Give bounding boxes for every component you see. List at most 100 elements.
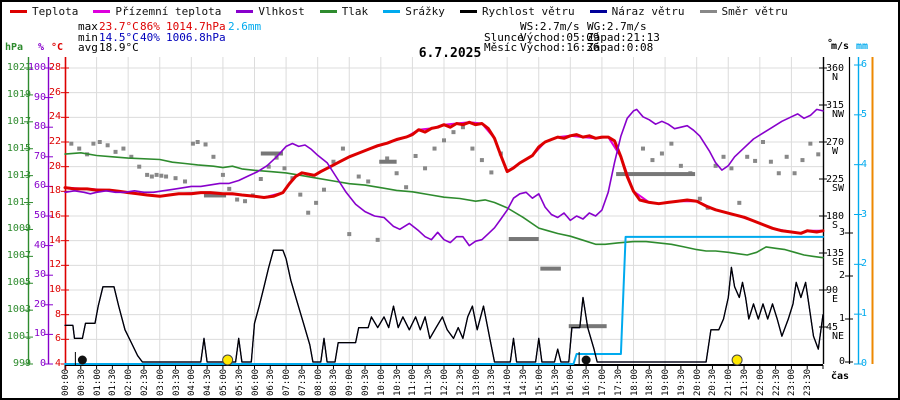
wind-direction-point [183,179,188,184]
wind-direction-point [211,154,216,159]
wind-direction-point [375,237,380,242]
wind-gust-max: WG:2.7m/s [587,20,647,33]
precip-tick-label: 4 [861,158,868,170]
wind-direction-point [121,146,126,151]
precip-tick-label: 1 [861,308,868,320]
time-label: 19:30 [676,368,687,396]
wind-direction-point [404,185,409,190]
legend-item: Směr větru [699,5,788,18]
wind-direction-point [164,174,169,179]
humidity-tick-label: 70 [33,150,46,162]
moon-marker [581,355,591,365]
time-label: 07:30 [297,368,308,396]
wind-direction-point [149,174,154,179]
pressure-tick-label: 1009 [6,223,31,235]
legend-swatch-icon [10,10,27,13]
wind-direction-point [792,171,797,176]
precip-tick-label: 0 [861,358,868,369]
windspeed-axis-title: m/s [831,41,850,52]
time-label: 08:30 [329,368,340,396]
wind-direction-point [347,232,352,237]
time-label: 08:00 [313,368,324,396]
legend-swatch-icon [589,10,607,13]
wind-direction-point [243,199,248,204]
wind-direction-point [306,210,311,215]
legend-swatch-icon [236,10,254,13]
precip-tick-label: 3 [861,208,868,220]
stats-row-label: min [78,30,98,44]
time-label: 00:00 [61,368,71,396]
time-label: 04:30 [203,368,214,396]
legend-item: Teplota [10,5,78,18]
humidity-tick-label: 10 [33,328,46,340]
time-label: 20:00 [692,368,703,396]
stats-value: 23.7°C [99,20,139,33]
sun-row: SlunceVýchod:05:09Západ:21:13 [484,32,660,44]
direction-tick-label: 180 S [826,211,845,231]
wind-direction-point [776,171,781,176]
precip-tick-label: 2 [861,258,868,270]
wind-direction-point [77,146,82,151]
time-label: 16:30 [582,368,593,396]
legend-item: Tlak [319,5,368,18]
windspeed-tick-label: 1 [838,313,845,324]
legend-item: Přízemní teplota [93,5,221,18]
series-ms [64,249,824,363]
time-label: 05:00 [218,368,229,396]
wind-direction-point [729,166,734,171]
wind-direction-point [470,146,475,151]
time-label: 09:30 [361,368,372,396]
wind-direction-point [366,179,371,184]
temperature-tick-label: 16 [48,210,61,221]
wind-direction-point [669,141,674,146]
wind-direction-point [489,170,494,175]
wind-direction-point [97,140,102,144]
wind-direction-point [650,158,655,163]
time-label: 20:30 [708,368,719,396]
wind-direction-point [91,141,96,146]
direction-tick-label: 135 SE [826,248,845,268]
temperature-tick-label: 12 [48,259,61,271]
wind-direction-point [659,151,664,156]
wind-direction-point [385,156,390,161]
temperature-tick-label: 18 [48,185,61,197]
direction-axis-title: ° [827,38,834,49]
legend-swatch-icon [383,10,401,13]
stats-value: 18.9°C [99,41,139,54]
time-label: 13:30 [487,368,498,396]
time-label: 13:00 [471,368,482,396]
legend-label: Směr větru [721,5,788,18]
time-label: 03:00 [155,368,166,396]
time-label: 19:00 [661,368,672,396]
direction-tick-label: 45 NE [826,322,845,342]
wind-direction-point [753,158,758,163]
wind-direction-run [508,237,539,242]
time-label: 11:00 [408,368,419,396]
legend-item: Náraz větru [589,5,685,18]
humidity-axis-title: % [38,42,45,53]
time-label: 14:30 [518,368,529,396]
wind-direction-run [379,159,397,164]
time-axis-caption: čas [831,371,850,382]
temperature-tick-label: 10 [48,284,61,295]
wind-direction-point [321,187,326,192]
time-label: 17:00 [597,368,608,396]
windspeed-tick-label: 0 [838,356,845,367]
pressure-tick-label: 1019 [6,88,31,100]
series-hum [64,108,824,247]
wind-direction-point [808,141,813,146]
legend-item: Rychlost větru [459,5,575,18]
time-label: 02:30 [139,368,150,396]
wind-direction-point [159,173,164,178]
stats-summary: max23.7°C86% 1014.7hPa 2.6mm min14.5°C40% 10… [78,20,261,54]
wind-direction-point [640,146,645,151]
humidity-tick-label: 20 [33,298,46,310]
precip-axis-title: mm [856,41,869,52]
humidity-tick-label: 100 [27,62,46,73]
time-label: 00:30 [76,368,87,396]
moonrise-time: Východ:16:36 [520,41,600,54]
wind-direction-point [451,130,456,135]
wind-direction-point [190,141,195,146]
humidity-tick-label: 60 [33,180,46,192]
